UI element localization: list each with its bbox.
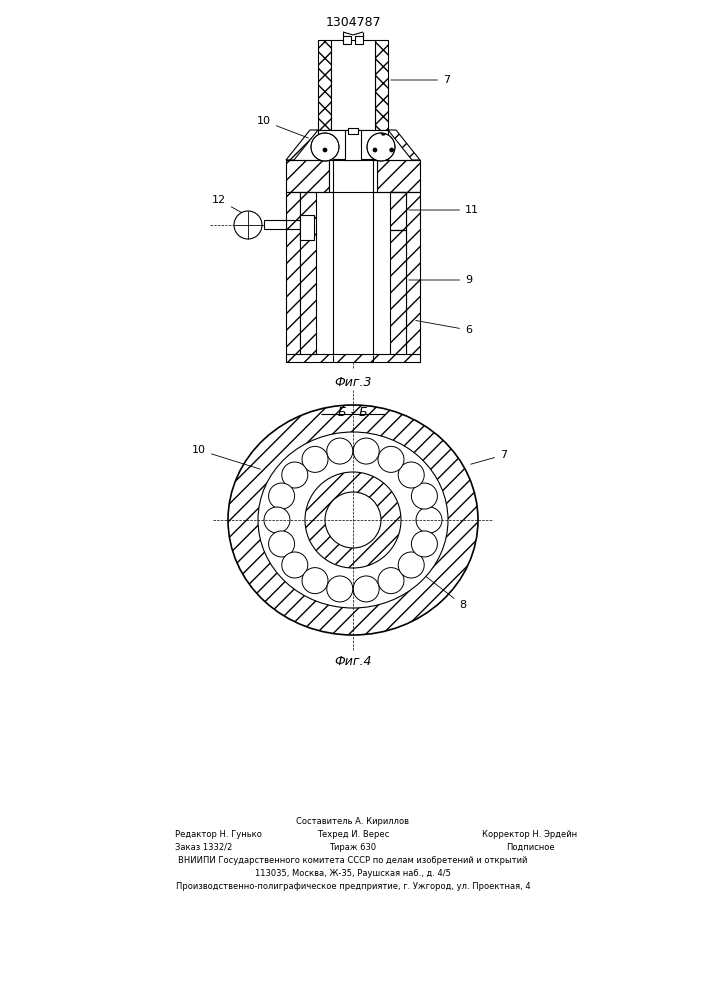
Bar [300, 192, 316, 355]
Bar [286, 160, 329, 192]
Text: 10: 10 [192, 445, 260, 469]
Circle shape [269, 531, 295, 557]
Text: Фиг.4: Фиг.4 [334, 655, 372, 668]
Circle shape [264, 507, 290, 533]
Text: 12: 12 [212, 195, 262, 224]
Text: Производственно-полиграфическое предприятие, г. Ужгород, ул. Проектная, 4: Производственно-полиграфическое предприя… [175, 882, 530, 891]
Text: 1304787: 1304787 [325, 16, 381, 29]
Text: Составитель А. Кириллов: Составитель А. Кириллов [296, 817, 409, 826]
Circle shape [354, 438, 379, 464]
Bar [377, 160, 420, 192]
Polygon shape [286, 130, 318, 160]
Circle shape [327, 438, 353, 464]
Text: 113035, Москва, Ж-35, Раушская наб., д. 4/5: 113035, Москва, Ж-35, Раушская наб., д. … [255, 869, 451, 878]
Circle shape [354, 576, 379, 602]
Text: 10: 10 [257, 116, 308, 138]
Circle shape [367, 133, 395, 161]
Text: 7: 7 [391, 75, 450, 85]
Circle shape [398, 462, 424, 488]
Circle shape [282, 552, 308, 578]
Bar [329, 160, 377, 192]
Bar [318, 130, 388, 160]
Circle shape [302, 568, 328, 594]
Bar [286, 354, 420, 362]
Circle shape [327, 576, 353, 602]
Polygon shape [388, 130, 420, 160]
Text: 9: 9 [409, 275, 472, 285]
Circle shape [305, 472, 401, 568]
Bar [390, 192, 406, 230]
Text: Тираж 630: Тираж 630 [329, 843, 377, 852]
Text: Заказ 1332/2: Заказ 1332/2 [175, 843, 233, 852]
Ellipse shape [228, 405, 478, 635]
Text: 6: 6 [416, 320, 472, 335]
Circle shape [378, 568, 404, 594]
Bar [390, 230, 406, 355]
Bar [406, 192, 420, 355]
Circle shape [398, 552, 424, 578]
Bar [333, 159, 373, 355]
Circle shape [269, 483, 295, 509]
Circle shape [311, 133, 339, 161]
Bar [318, 40, 331, 130]
Circle shape [411, 483, 438, 509]
Text: 7: 7 [471, 450, 507, 464]
Circle shape [234, 211, 262, 239]
Text: ВНИИПИ Государственного комитета СССР по делам изобретений и открытий: ВНИИПИ Государственного комитета СССР по… [178, 856, 527, 865]
Text: Фиг.3: Фиг.3 [334, 376, 372, 389]
Bar [286, 192, 300, 355]
Bar [264, 220, 286, 229]
Bar [331, 40, 375, 130]
Bar [348, 128, 358, 134]
Circle shape [302, 446, 328, 472]
Ellipse shape [258, 432, 448, 608]
Circle shape [282, 462, 308, 488]
Circle shape [411, 531, 438, 557]
Text: Подписное: Подписное [506, 843, 554, 852]
Text: 11: 11 [409, 205, 479, 215]
Text: Б - Б: Б - Б [338, 406, 368, 419]
Circle shape [378, 446, 404, 472]
Bar [343, 36, 351, 44]
Circle shape [325, 492, 381, 548]
Text: 8: 8 [426, 577, 466, 610]
Text: Техред И. Верес: Техред И. Верес [317, 830, 389, 839]
Bar [375, 40, 388, 130]
Text: Корректор Н. Эрдейн: Корректор Н. Эрдейн [482, 830, 578, 839]
Bar [300, 215, 314, 240]
Bar [345, 130, 361, 160]
Bar [355, 36, 363, 44]
Text: Редактор Н. Гунько: Редактор Н. Гунько [175, 830, 262, 839]
Circle shape [416, 507, 442, 533]
